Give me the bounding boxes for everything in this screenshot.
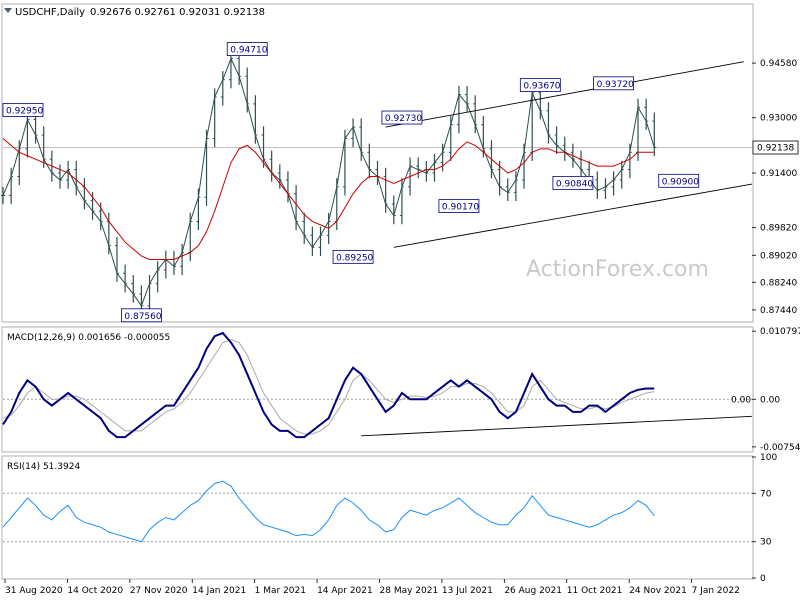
x-tick-label: 14 Jan 2021 [192,586,246,596]
x-tick-label: 7 Jan 2022 [692,586,740,596]
macd-y-tick-label: -0.007548 [760,443,800,453]
watermark: ActionForex.com [526,257,709,282]
macd-label: MACD(12,26,9) 0.001656 -0.000055 [7,333,170,343]
collapse-triangle-icon [4,8,12,13]
series-sma-line [2,138,655,260]
label-0-92950-text: 0.92950 [6,106,43,116]
macd-trendline [361,415,753,437]
label-0-90840-box [552,175,594,190]
label-0-92730: 0.92730 [381,110,423,125]
label-0-90900-box [658,173,700,188]
label-0-87560: 0.87560 [121,308,162,323]
x-tick-label: 28 May 2021 [380,586,439,596]
series-signal-line [2,338,655,435]
label-0-90170-box [438,199,480,213]
macd-y-tick-label: 0.00 [760,395,780,405]
rsi-panel-frame [1,455,754,580]
label-0-94710-box [226,42,268,56]
price-title-group: USDCHF,Daily 0.92676 0.92761 0.92031 0.9… [4,7,265,18]
label-0-94710-text: 0.94710 [230,46,267,56]
label-0-90840: 0.90840 [552,175,594,190]
price-y-tick-label: 0.88240 [760,278,797,288]
label-0-92730-text: 0.92730 [385,114,422,124]
label-0-93670: 0.93670 [519,78,561,92]
rsi-label: RSI(14) 51.3924 [7,462,80,472]
label-0-93670-box [519,78,561,92]
label-0-90170-text: 0.90170 [442,203,479,213]
ohlc-header: 0.92676 0.92761 0.92031 0.92138 [90,7,265,18]
price-y-tick-label: 0.87440 [760,306,797,316]
x-tick-label: 1 Mar 2021 [255,586,306,596]
rsi-y-tick-label: 100 [760,453,777,463]
label-0-92950-box [2,103,44,117]
rsi-axis: 100 70 30 0 [752,453,777,584]
price-axis: 0.94580 0.93000 0.91400 0.89820 0.89020 0.882… [752,59,797,316]
label-0-87560-box [121,308,162,323]
label-0-90840-text: 0.90840 [556,179,593,189]
current-price-marker: 0.92138 [752,140,799,155]
x-tick-label: 27 Nov 2020 [130,586,188,596]
rsi-y-tick-label: 30 [760,538,772,548]
current-price-label: 0.92138 [757,144,794,154]
x-tick-label: 13 Jul 2021 [442,586,493,596]
macd-panel-frame [1,326,754,453]
label-0-89250-box [332,249,374,264]
label-0-92950: 0.92950 [2,103,44,117]
series-macd-line [2,331,655,439]
rsi-y-tick-label: 0 [760,574,766,584]
macd-zero-label: 0.00 [731,395,751,405]
price-y-tick-label: 0.89820 [760,224,797,234]
label-0-93720-box [593,76,634,91]
label-0-93720: 0.93720 [593,76,634,91]
label-0-87560-text: 0.87560 [124,312,161,322]
x-tick-label: 11 Oct 2021 [567,586,623,596]
label-0-90900-text: 0.90900 [662,177,699,187]
x-tick-label: 31 Aug 2020 [5,586,63,596]
label-0-90900: 0.90900 [658,173,700,188]
channel-upper [385,61,744,128]
price-y-tick-label: 0.94580 [760,59,797,69]
macd-axis: 0.010797 0.00 -0.007548 0.00 [731,327,800,453]
price-y-tick-label: 0.91400 [760,169,797,179]
price-layer [1,49,753,315]
x-tick-label: 26 Aug 2021 [504,586,562,596]
rsi-layer [2,480,752,543]
label-0-92730-box [381,110,423,125]
macd-layer [2,331,753,439]
rsi-y-tick-label: 70 [760,489,772,499]
label-0-90170: 0.90170 [438,199,480,213]
label-0-94710: 0.94710 [226,42,268,56]
price-y-tick-label: 0.89020 [760,251,797,261]
macd-y-tick-label: 0.010797 [760,327,800,337]
chart-title: USDCHF,Daily [15,7,85,18]
price-annotations: 0.92950 0.94710 0.87560 0.89250 0.92730 0.901… [2,42,700,323]
label-0-93670-text: 0.93670 [523,82,560,92]
label-0-89250-text: 0.89250 [336,253,373,263]
x-tick-label: 14 Apr 2021 [317,586,373,596]
series-rsi-line [2,480,655,543]
series-close-line [2,57,655,307]
price-y-tick-label: 0.93000 [760,114,797,124]
channel-lower [393,183,753,248]
label-0-89250: 0.89250 [332,249,374,264]
price-panel-frame [1,3,754,323]
x-tick-label: 24 Nov 2021 [629,586,687,596]
x-axis: 31 Aug 2020 14 Oct 2020 27 Nov 2020 14 Jan … [4,579,740,596]
current-price-box [752,140,799,155]
label-0-93720-text: 0.93720 [597,80,634,90]
x-tick-label: 14 Oct 2020 [67,586,123,596]
